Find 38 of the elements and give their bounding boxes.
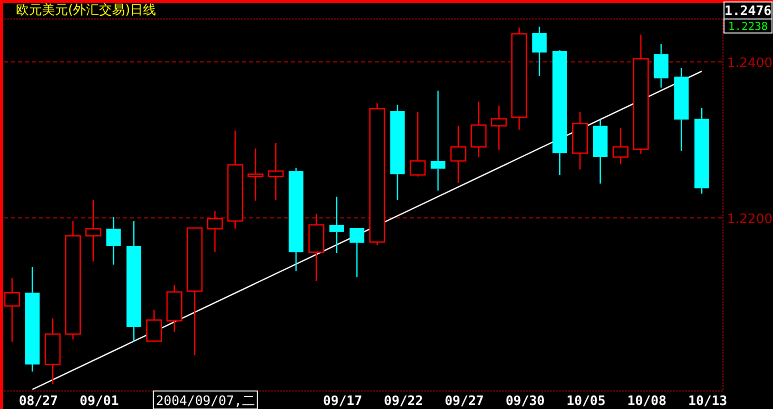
- y-tick-label: 1.2200: [727, 212, 772, 227]
- candlestick: [44, 318, 61, 385]
- candlestick: [268, 142, 284, 201]
- y-tick-label: 1.2400: [727, 56, 772, 71]
- candlestick: [470, 101, 487, 158]
- candlestick: [490, 104, 507, 151]
- text: 1.2476: [724, 4, 772, 19]
- candlestick: [248, 148, 264, 202]
- x-tick-label: 09/27: [444, 394, 484, 409]
- candlestick: [511, 26, 528, 130]
- x-tick-label: 10/08: [627, 394, 667, 409]
- candlestick: [85, 199, 102, 262]
- candlestick: [329, 196, 344, 254]
- candlestick: [106, 216, 121, 266]
- chart-title: 欧元美元(外汇交易)日线: [16, 2, 156, 18]
- candlestick: [694, 107, 710, 194]
- candlestick: [166, 284, 182, 332]
- candlestick: [552, 50, 568, 176]
- candlestick: [227, 130, 244, 230]
- candlestick: [430, 90, 446, 192]
- candlestick: [369, 102, 386, 246]
- candlestick: [126, 220, 142, 343]
- text: 2004/09/07,二: [156, 394, 255, 409]
- x-tick-label: 09/01: [80, 394, 119, 409]
- x-tick-label: 10/05: [566, 394, 606, 409]
- x-tick-label: 09/17: [323, 394, 362, 409]
- candlestick: [592, 118, 608, 184]
- text: 1.2238: [728, 20, 768, 33]
- candlestick: [308, 213, 324, 282]
- candlestick: [25, 266, 40, 372]
- candlestick: [450, 125, 466, 184]
- candlestick: [654, 43, 668, 88]
- x-tick-label: 10/13: [688, 394, 728, 409]
- candlestick: [572, 111, 588, 170]
- x-tick-label: 08/27: [18, 394, 58, 409]
- x-tick-label: 09/22: [384, 394, 424, 409]
- candlestick: [632, 34, 649, 155]
- x-tick-label: 09/30: [506, 394, 545, 409]
